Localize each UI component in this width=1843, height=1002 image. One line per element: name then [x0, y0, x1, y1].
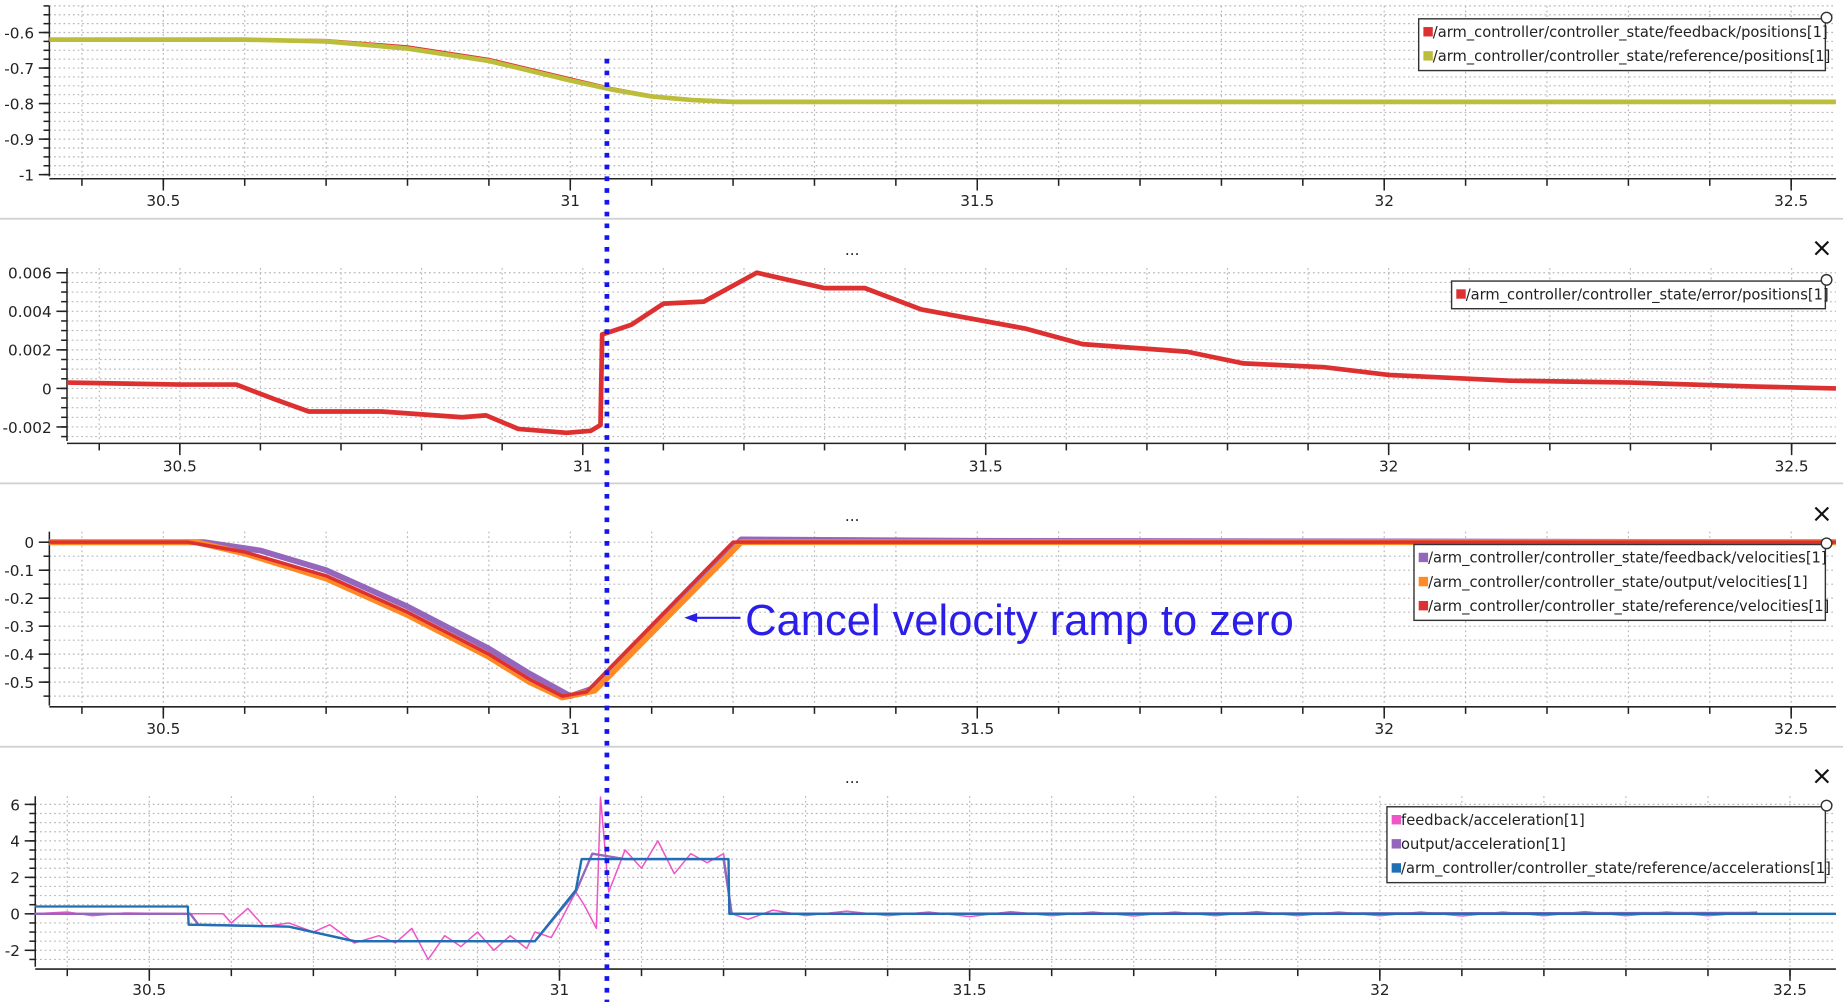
legend-entry[interactable]: /arm_controller/controller_state/referen… [1433, 48, 1831, 65]
close-icon[interactable] [1814, 240, 1830, 256]
grid [49, 5, 1836, 177]
x-tick-label: 30.5 [146, 192, 180, 210]
legend-entry[interactable]: /arm_controller/controller_state/error/p… [1466, 286, 1829, 303]
y-tick-label: 0.002 [8, 342, 52, 360]
y-tick-label: -0.7 [4, 60, 34, 78]
x-tick-label: 31.5 [960, 192, 994, 210]
x-tick-label: 32 [1374, 192, 1393, 210]
close-icon-stroke [1814, 506, 1830, 522]
series-line[interactable] [49, 540, 1836, 698]
x-tick-label: 30.5 [163, 458, 197, 476]
x-tick-label: 32.5 [1773, 981, 1807, 999]
y-tick-label: 0 [24, 534, 34, 552]
legend-swatch [1391, 839, 1402, 849]
circle-handle-icon[interactable] [1820, 799, 1833, 812]
x-tick-label: 31.5 [969, 458, 1003, 476]
y-tick-label: 6 [10, 796, 20, 814]
close-icon-stroke [1814, 240, 1830, 256]
x-tick-label: 32.5 [1775, 458, 1809, 476]
x-tick-label: 32 [1374, 720, 1393, 738]
close-icon[interactable] [1814, 506, 1830, 522]
x-tick-label: 32 [1379, 458, 1398, 476]
y-tick-label: 0 [42, 380, 52, 398]
x-tick-label: 30.5 [132, 981, 166, 999]
x-tick-label: 32.5 [1774, 720, 1808, 738]
legend-entry[interactable]: feedback/acceleration[1] [1401, 812, 1585, 829]
plot-panel-2: 0.006 0.004 0.002 0 -0.002 30.5 31 31.5 32 32.5/a… [0, 240, 1843, 485]
plot-panel-4: 6 4 2 0 -2 30.5 31 31.5 32 32.5 feedback/accelerat… [5, 768, 1836, 999]
y-tick-label: -0.1 [4, 562, 34, 580]
y-tick-label: -0.6 [4, 24, 34, 42]
y-tick-label: 0 [10, 906, 20, 924]
legend-swatch [1418, 600, 1429, 611]
grid [66, 268, 1836, 442]
legend-box [1413, 543, 1827, 622]
y-tick-label: -0.3 [4, 618, 34, 636]
annotation-arrowhead [684, 613, 698, 623]
y-tick-label: 0.006 [8, 265, 52, 283]
legend-swatch [1418, 552, 1429, 563]
x-tick-label: 30.5 [146, 720, 180, 738]
y-tick-label: -0.8 [4, 95, 34, 113]
legend-swatch [1391, 863, 1402, 873]
legend[interactable]: feedback/acceleration[1] output/accelerat… [1386, 799, 1833, 884]
annotation-layer: Cancel velocity ramp to zero [604, 58, 1294, 1002]
close-icon-stroke [1814, 768, 1830, 784]
annotation-text: Cancel velocity ramp to zero [745, 597, 1294, 645]
plot-panel-1: -0.6 -0.7 -0.8 -0.9 -1 30.5 31 31.5 32 32.5/arm_c… [0, 5, 1843, 220]
circle-handle-icon[interactable] [1820, 11, 1833, 24]
y-tick-label: -2 [5, 942, 20, 960]
legend-swatch [1423, 27, 1433, 37]
panel-menu-button[interactable]: ... [845, 769, 860, 787]
series-line[interactable] [49, 37, 1836, 105]
series-line[interactable] [66, 270, 1837, 436]
x-tick-label: 31 [550, 981, 569, 999]
legend-entry[interactable]: /arm_controller/controller_state/feedbac… [1433, 24, 1828, 41]
legend[interactable]: /arm_controller/controller_state/feedbac… [1413, 537, 1833, 622]
y-tick-label: -1 [19, 167, 34, 185]
legend-box [1450, 280, 1827, 310]
plot-panel-3: 0 -0.1 -0.2 -0.3 -0.4 -0.5 30.5 31 31.5 32 32.5/ar… [0, 506, 1843, 748]
legend-box [1386, 806, 1827, 884]
legend-entry[interactable]: output/acceleration[1] [1401, 836, 1566, 853]
panel-menu-button[interactable]: ... [845, 241, 860, 259]
legend-entry[interactable]: /arm_controller/controller_state/output/… [1428, 574, 1808, 591]
legend-entry[interactable]: /arm_controller/controller_state/feedbac… [1428, 550, 1827, 567]
y-tick-label: 0.004 [8, 303, 52, 321]
x-tick-label: 32 [1370, 981, 1389, 999]
x-tick-label: 31 [561, 192, 580, 210]
legend-entry[interactable]: /arm_controller/controller_state/referen… [1401, 860, 1831, 877]
legend-swatch [1391, 815, 1402, 825]
legend-swatch [1456, 289, 1466, 299]
legend[interactable]: /arm_controller/controller_state/error/p… [1450, 273, 1833, 310]
y-tick-label: 4 [10, 833, 20, 851]
series-line[interactable] [34, 857, 1836, 943]
legend[interactable]: /arm_controller/controller_state/feedbac… [1417, 11, 1833, 72]
y-tick-label: -0.5 [4, 674, 34, 692]
y-tick-label: 2 [10, 869, 20, 887]
x-tick-label: 31.5 [960, 720, 994, 738]
y-tick-label: -0.4 [4, 646, 34, 664]
legend-swatch [1423, 51, 1433, 61]
legend-entry[interactable]: /arm_controller/controller_state/referen… [1428, 598, 1829, 615]
x-tick-label: 31.5 [953, 981, 987, 999]
circle-handle-icon[interactable] [1820, 537, 1833, 550]
y-tick-label: -0.9 [4, 131, 34, 149]
x-tick-label: 31 [561, 720, 580, 738]
x-tick-label: 32.5 [1774, 192, 1808, 210]
close-icon[interactable] [1814, 768, 1830, 784]
legend-box [1417, 18, 1827, 72]
legend-swatch [1418, 576, 1429, 587]
panel-menu-button[interactable]: ... [845, 507, 860, 525]
circle-handle-icon[interactable] [1820, 273, 1833, 286]
y-tick-label: -0.002 [3, 419, 52, 437]
y-tick-label: -0.2 [4, 590, 34, 608]
x-tick-label: 31 [573, 458, 592, 476]
